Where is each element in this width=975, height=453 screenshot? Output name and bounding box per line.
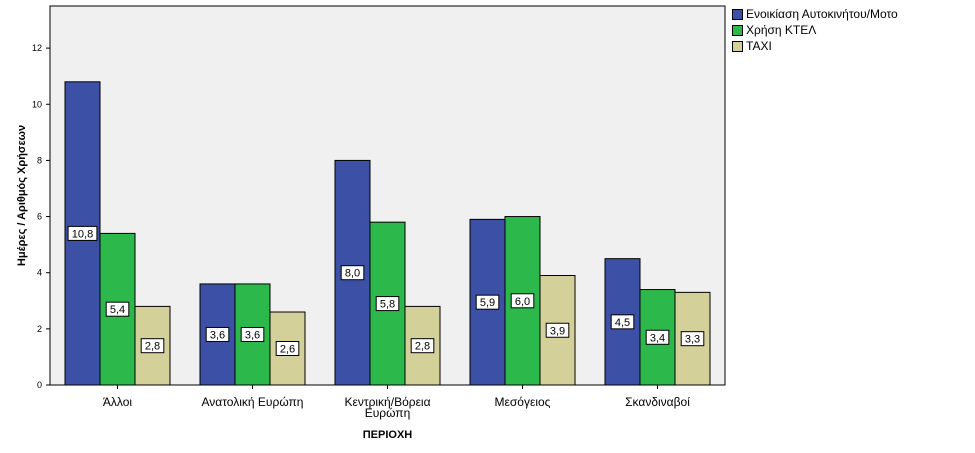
y-tick-label: 12 xyxy=(32,43,42,53)
legend-swatch xyxy=(732,40,743,52)
data-label-box xyxy=(545,322,570,338)
y-tick-label: 4 xyxy=(37,268,42,278)
bars: 10,8 5,4 2,8 3,6 3,6 2,6 8,0 5,8 2,8 5,9 6,0 3,9 4,5… xyxy=(64,81,711,386)
x-tick-label: Άλλοι xyxy=(103,395,133,409)
data-label: 5,4 xyxy=(110,304,125,316)
data-label-box xyxy=(410,338,435,354)
y-tick-label: 8 xyxy=(37,155,42,165)
data-label: 3,3 xyxy=(685,334,700,346)
data-label-box xyxy=(340,265,365,281)
data-label: 3,4 xyxy=(650,332,665,344)
legend-item: Χρήση ΚΤΕΛ xyxy=(732,22,898,38)
data-label-box xyxy=(475,294,500,310)
data-label: 3,6 xyxy=(245,329,260,341)
legend-label: Ενοικίαση Αυτοκινήτου/Μοτο xyxy=(746,7,898,21)
y-axis-title: Ημέρες / Αριθμός Χρήσεων xyxy=(16,125,28,266)
data-label-box xyxy=(275,341,300,357)
data-label-box xyxy=(105,301,130,317)
data-label-box xyxy=(610,314,635,330)
x-tick-label: Μεσόγειος xyxy=(495,395,551,409)
x-axis-title: ΠΕΡΙΟΧΗ xyxy=(363,429,413,441)
data-label: 6,0 xyxy=(515,296,530,308)
data-label: 4,5 xyxy=(615,317,630,329)
data-label-box xyxy=(375,296,400,312)
x-tick-label: Ανατολική Ευρώπη xyxy=(202,395,304,409)
x-axis: Άλλοι Ανατολική Ευρώπη Κεντρική/Βόρεια Ευρώ… xyxy=(103,385,690,420)
data-label: 3,9 xyxy=(550,325,565,337)
data-label: 2,8 xyxy=(415,341,430,353)
y-tick-label: 10 xyxy=(32,99,42,109)
data-label-box xyxy=(140,338,165,354)
legend-swatch xyxy=(732,8,743,20)
data-label: 8,0 xyxy=(345,268,360,280)
data-label: 2,6 xyxy=(280,344,295,356)
legend-label: ΤΑΧΙ xyxy=(746,39,772,53)
data-label-box xyxy=(645,329,670,345)
data-label: 2,8 xyxy=(145,341,160,353)
y-tick-label: 2 xyxy=(37,324,42,334)
y-tick-label: 6 xyxy=(37,212,42,222)
y-axis: 0 2 4 6 8 10 12 xyxy=(32,43,50,390)
data-label: 3,6 xyxy=(210,329,225,341)
legend-item: Ενοικίαση Αυτοκινήτου/Μοτο xyxy=(732,6,898,22)
y-tick-label: 0 xyxy=(37,380,42,390)
data-label-box xyxy=(205,326,230,342)
data-label: 5,9 xyxy=(480,297,495,309)
x-tick-label: Κεντρική/Βόρεια Ευρώπη xyxy=(344,395,430,420)
x-tick-label: Σκανδιναβοί xyxy=(625,395,690,409)
data-label-box xyxy=(240,326,265,342)
legend: Ενοικίαση Αυτοκινήτου/Μοτο Χρήση ΚΤΕΛ ΤΑΧΙ xyxy=(732,6,898,54)
legend-item: ΤΑΧΙ xyxy=(732,38,898,54)
data-label-box xyxy=(680,331,705,347)
data-label: 10,8 xyxy=(72,228,93,240)
data-label-box xyxy=(510,293,535,309)
data-label: 5,8 xyxy=(380,299,395,311)
legend-label: Χρήση ΚΤΕΛ xyxy=(746,23,817,37)
legend-swatch xyxy=(732,24,743,36)
data-label-box xyxy=(67,225,98,241)
